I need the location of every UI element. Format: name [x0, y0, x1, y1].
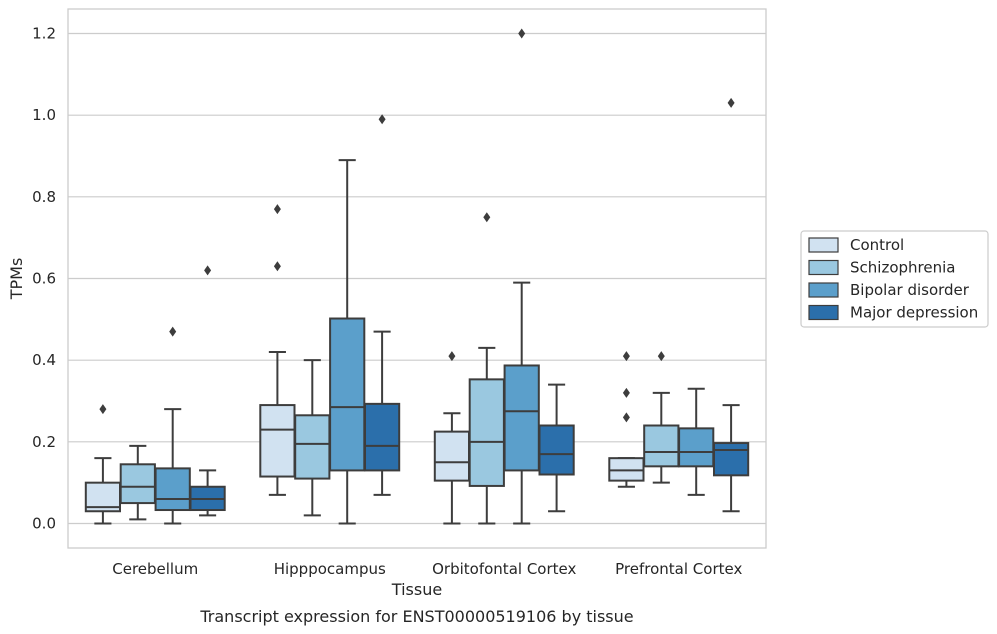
box-group — [433, 351, 471, 525]
box — [363, 402, 401, 472]
box-group — [712, 97, 750, 513]
box-group — [154, 326, 191, 525]
box-group — [259, 204, 296, 496]
legend-label: Major depression — [850, 304, 978, 322]
box — [503, 364, 540, 472]
outlier-marker — [448, 351, 456, 362]
box-group — [119, 444, 156, 521]
x-tick-label: Prefrontal Cortex — [615, 560, 742, 578]
box-group — [189, 265, 226, 517]
gridlines — [68, 32, 766, 525]
y-axis-title: TPMs — [7, 258, 26, 301]
x-axis-title: Tissue — [391, 580, 442, 599]
legend-swatch — [808, 304, 839, 321]
y-tick-label: 1.2 — [32, 25, 56, 43]
legend-swatch — [808, 259, 839, 276]
y-tick-label: 0.4 — [32, 351, 56, 369]
x-tick-label: Orbitofontal Cortex — [432, 560, 576, 578]
y-tick-label: 0.6 — [32, 270, 56, 288]
outlier-marker — [727, 97, 735, 108]
outlier-marker — [273, 204, 281, 215]
outlier-marker — [622, 387, 630, 398]
box — [433, 430, 471, 482]
box — [154, 467, 191, 512]
y-tick-label: 0.0 — [32, 515, 56, 533]
box — [643, 424, 680, 468]
x-tick-label: Hipppocampus — [274, 560, 386, 578]
box — [468, 378, 505, 487]
outlier-marker — [657, 351, 665, 362]
outlier-marker — [622, 412, 630, 423]
box-group — [678, 387, 715, 496]
y-tick-label: 1.0 — [32, 106, 56, 124]
outlier-marker — [169, 326, 177, 337]
y-tick-label: 0.8 — [32, 188, 56, 206]
legend: Control Schizophrenia Bipolar disorder Majo… — [800, 230, 989, 328]
plot-frame — [67, 8, 767, 549]
box — [119, 463, 156, 505]
box-group — [503, 28, 540, 525]
box-group — [538, 383, 575, 513]
outlier-marker — [622, 351, 630, 362]
box-group — [84, 404, 122, 525]
legend-swatch — [808, 282, 839, 298]
box-group — [643, 351, 680, 484]
legend-label: Schizophrenia — [850, 259, 955, 277]
box-group — [608, 351, 645, 488]
chart-caption: Transcript expression for ENST0000051910… — [199, 607, 633, 626]
outlier-marker — [273, 261, 281, 272]
outlier-marker — [204, 265, 212, 276]
box-group — [294, 359, 331, 517]
axes: 0.0 0.2 0.4 0.6 0.8 1.0 1.2 Cerebellum Hipppocam… — [32, 25, 742, 579]
plot-data — [84, 28, 750, 525]
box — [259, 404, 296, 478]
box — [608, 457, 645, 482]
outlier-marker — [518, 28, 526, 39]
x-tick-label: Cerebellum — [112, 560, 198, 578]
box-group — [363, 114, 401, 496]
box — [329, 317, 366, 472]
y-tick-label: 0.2 — [32, 433, 56, 451]
outlier-marker — [99, 404, 107, 415]
box-group — [329, 159, 366, 525]
outlier-marker — [483, 212, 491, 223]
box — [538, 424, 575, 476]
box — [712, 442, 750, 477]
box — [678, 427, 715, 468]
legend-frame — [800, 230, 989, 328]
legend-label: Bipolar disorder — [850, 281, 970, 299]
legend-label: Control — [850, 236, 904, 254]
box-group — [468, 212, 505, 525]
legend-swatch — [808, 237, 839, 253]
outlier-marker — [378, 114, 386, 125]
box — [294, 414, 331, 480]
